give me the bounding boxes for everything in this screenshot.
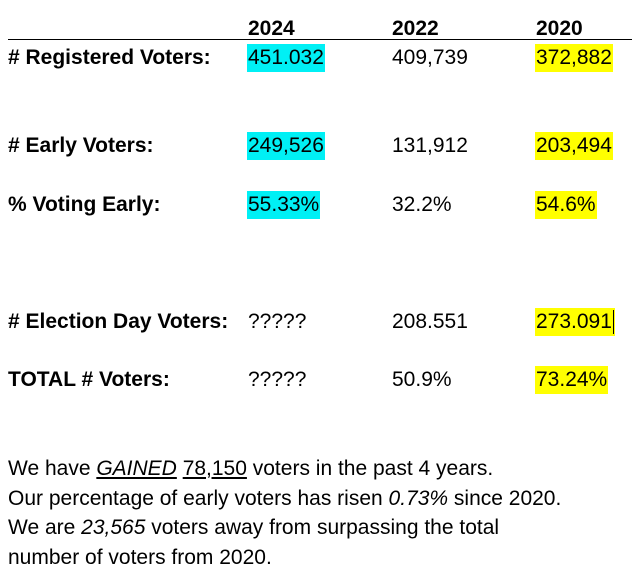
summary-paragraph: We have GAINED 78,150 voters in the past… bbox=[8, 454, 628, 572]
cell-registered-2024: 451.032 bbox=[247, 44, 325, 72]
summary-text: since 2020. bbox=[448, 486, 562, 510]
cell-early-2022: 131,912 bbox=[392, 134, 468, 157]
cell-total-2020: 73.24% bbox=[535, 366, 609, 394]
cell-election-day-2024: ????? bbox=[248, 310, 307, 333]
row-label-percent-voting-early: % Voting Early: bbox=[8, 193, 161, 216]
table-row-early-voters: # Early Voters: 249,526 131,912 203,494 bbox=[0, 132, 637, 160]
cell-early-2024: 249,526 bbox=[247, 132, 325, 160]
cell-registered-2022: 409,739 bbox=[392, 46, 468, 69]
summary-line-early-rise: Our percentage of early voters has risen… bbox=[8, 484, 628, 514]
cell-percent-early-2024: 55.33% bbox=[247, 191, 321, 219]
gained-emphasis: GAINED bbox=[96, 457, 177, 480]
summary-text: voters in the past 4 years. bbox=[246, 457, 494, 480]
column-header-2022: 2022 bbox=[392, 17, 439, 40]
gained-count: 78,150 bbox=[182, 457, 247, 480]
early-rise-percent: 0.73% bbox=[388, 486, 449, 510]
cell-total-2022: 50.9% bbox=[392, 368, 452, 391]
summary-line-gained: We have GAINED 78,150 voters in the past… bbox=[8, 454, 628, 484]
column-header-2020: 2020 bbox=[536, 17, 583, 40]
summary-text: We have bbox=[8, 457, 97, 480]
cell-election-day-2020-wrap[interactable]: 273.091 bbox=[535, 308, 615, 336]
table-row-percent-voting-early: % Voting Early: 55.33% 32.2% 54.6% bbox=[0, 191, 637, 219]
cell-election-day-2020: 273.091 bbox=[536, 310, 612, 333]
text-cursor bbox=[612, 310, 614, 335]
cell-percent-early-2022: 32.2% bbox=[392, 193, 452, 216]
cell-election-day-2022: 208.551 bbox=[392, 310, 468, 333]
cell-early-2020: 203,494 bbox=[535, 132, 613, 160]
summary-text: Our percentage of early voters has risen bbox=[8, 486, 389, 510]
column-header-2024: 2024 bbox=[248, 17, 295, 40]
summary-line-voters-away: We are 23,565 voters away from surpassin… bbox=[8, 513, 628, 543]
row-label-early-voters: # Early Voters: bbox=[8, 134, 154, 157]
table-row-total-voters: TOTAL # Voters: ????? 50.9% 73.24% bbox=[0, 366, 637, 394]
cell-total-2024: ????? bbox=[248, 368, 307, 391]
cell-percent-early-2020: 54.6% bbox=[535, 191, 597, 219]
row-label-election-day-voters: # Election Day Voters: bbox=[8, 310, 229, 333]
summary-line-final: number of voters from 2020. bbox=[8, 545, 272, 569]
summary-text: We are bbox=[8, 516, 82, 539]
table-row-registered-voters: # Registered Voters: 451.032 409,739 372… bbox=[0, 44, 637, 72]
row-label-total-voters: TOTAL # Voters: bbox=[8, 368, 170, 391]
row-label-registered-voters: # Registered Voters: bbox=[8, 46, 211, 69]
header-divider bbox=[8, 39, 632, 40]
table-row-election-day-voters: # Election Day Voters: ????? 208.551 273… bbox=[0, 308, 637, 336]
summary-text: voters away from surpassing the total bbox=[145, 516, 500, 539]
voters-away-count: 23,565 bbox=[81, 516, 146, 539]
cell-registered-2020: 372,882 bbox=[535, 44, 613, 72]
